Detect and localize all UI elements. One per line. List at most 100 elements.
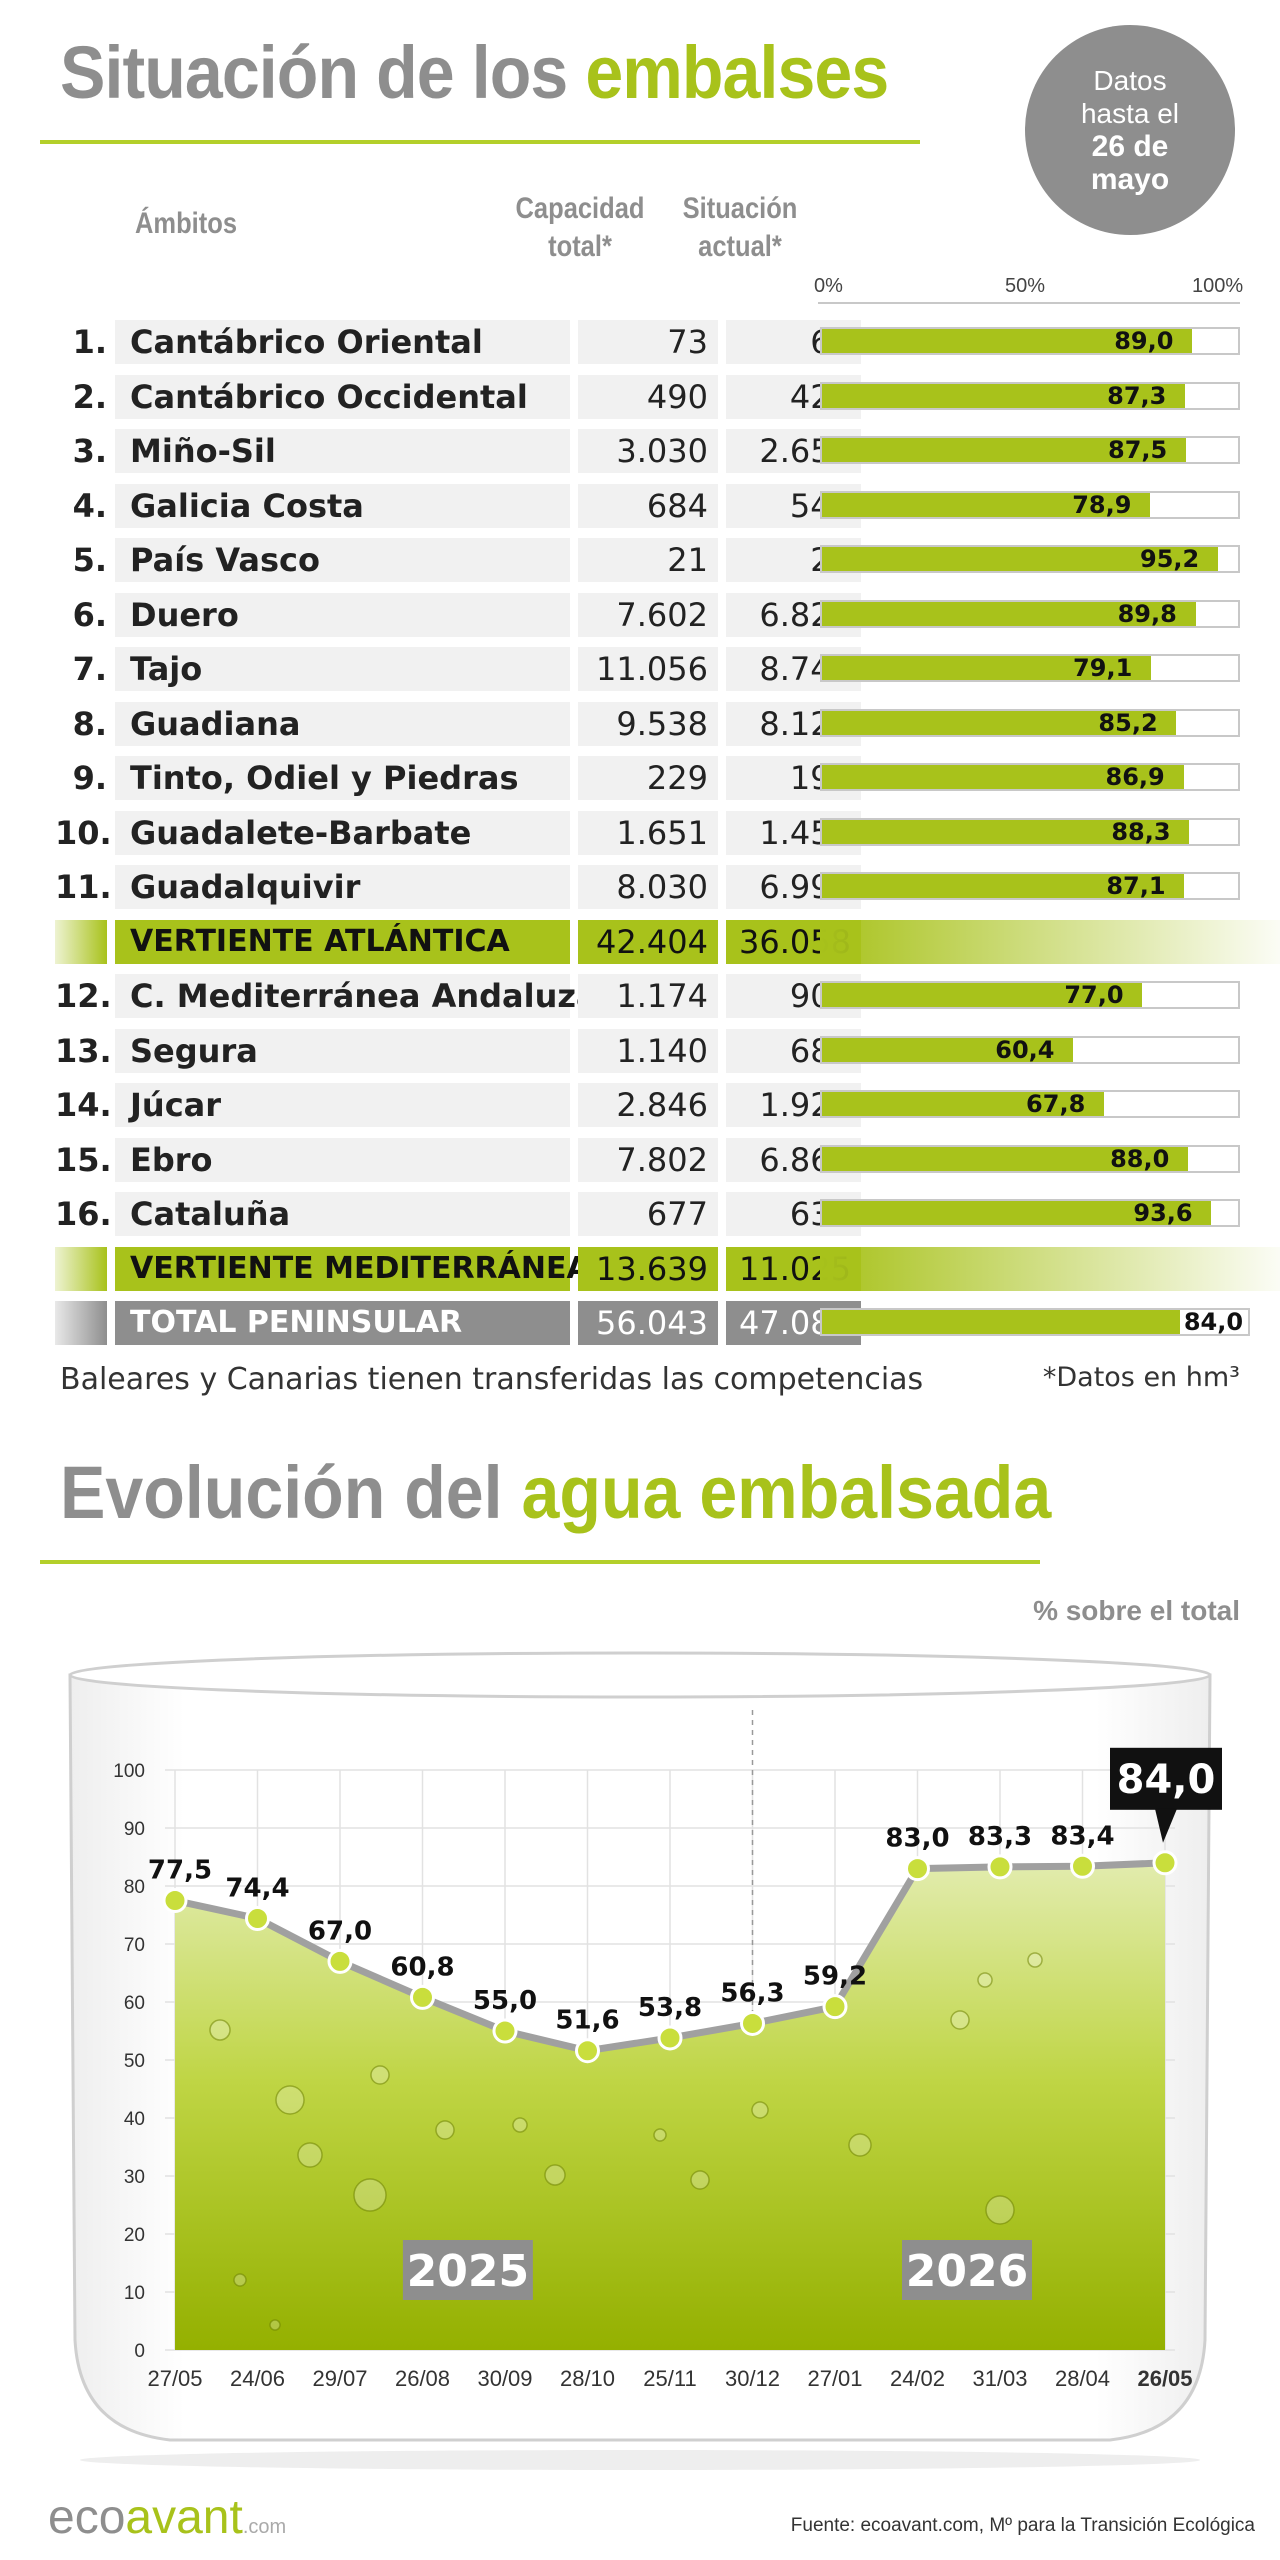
pct-bar: 93,6 [820,1199,1240,1227]
data-label: 83,4 [1050,1821,1114,1851]
row-name: Duero [115,592,570,637]
row-capacidad: 9.538 [578,701,718,746]
data-label: 60,8 [390,1952,454,1982]
highlight-callout-box [1110,1747,1222,1810]
pct-bar-fill [822,329,1193,353]
data-point [987,1854,1013,1880]
bubble [950,2010,970,2030]
row-number: 6. [72,595,107,634]
pct-bar-label: 85,2 [1098,708,1158,737]
data-point [1152,1850,1178,1876]
pct-bar: 86,9 [820,763,1240,791]
pct-bar-fill [822,710,1177,735]
data-point [575,2038,600,2064]
bubble [751,2101,769,2119]
row-name: Guadalquivir [115,865,570,909]
data-point [162,1888,188,1913]
year-label-box [902,2240,1032,2300]
unit-label: % sobre el total [1033,1595,1240,1626]
data-label: 53,8 [638,1993,702,2023]
year-label: 2025 [407,2246,529,2297]
title-part2: embalses [585,31,889,114]
row-name: Galicia Costa [115,483,570,528]
table-row: 16.Cataluña67763493,6 [55,1192,1255,1236]
x-tick-label: 31/03 [972,2366,1027,2391]
y-tick-label: 70 [124,1935,145,1956]
table-row: 5.País Vasco212095,2 [55,538,1255,582]
data-label: 83,3 [968,1822,1032,1852]
pct-bar-fill [822,874,1185,898]
row-number: 2. [72,377,107,416]
row-capacidad: 42.404 [578,919,718,964]
table-row: 11. Guadalquivir 8.030 6.997 87,1 [55,865,1255,909]
pct-bar-label: 87,3 [1107,381,1167,410]
pct-bar-label: 87,1 [1106,872,1166,900]
row-capacidad: 677 [578,1192,718,1236]
glass-rim [68,1651,1212,1699]
table-row: 7. Tajo 11.056 8.749 79,1 [55,647,1255,691]
row-name: Cantábrico Oriental [115,320,570,364]
pct-bar: 87,1 [820,872,1240,900]
y-tick-label: 40 [124,2109,145,2130]
badge-line2: hasta el [1080,98,1180,129]
row-name: País Vasco [115,538,570,582]
row-number: 11. [55,868,112,906]
y-tick-label: 60 [124,1993,145,2014]
row-name: C. Mediterránea Andaluza [115,974,598,1018]
bubble [435,2120,455,2140]
row-number: 12. [55,977,112,1015]
data-label: 55,0 [473,1986,537,2016]
x-tick-label: 26/05 [1137,2366,1192,2391]
table-row: 3. Miño-Sil 3.030 2.652 87,5 [55,429,1255,473]
bubble [233,2273,247,2287]
data-point [740,2010,765,2036]
x-tick-label: 27/01 [807,2366,862,2391]
table-total-row: TOTAL PENINSULAR 56.043 47.083 84,0 [55,1301,1255,1345]
bubble [653,2128,667,2142]
bubble [512,2117,528,2133]
table-subtotal-row: VERTIENTE MEDITERRÁNEA 13.639 11.025 [55,1246,1280,1291]
pct-bar-fill [822,656,1152,680]
row-capacidad: 3.030 [578,429,718,473]
data-point [410,1984,435,2010]
row-number: 7. [72,650,107,688]
x-tick-label: 30/09 [477,2366,532,2391]
pct-bar-fill [822,383,1186,408]
year-label-box [402,2240,533,2300]
row-name: Ebro [115,1137,570,1182]
row-number: 1. [72,323,107,361]
highlight-callout-pointer [1155,1808,1177,1843]
badge-line1: Datos [1093,65,1167,96]
pct-bar: 88,0 [820,1144,1240,1173]
table-row: 2.Cantábrico Occidental49042887,3 [55,374,1255,419]
pct-bar-fill [822,819,1190,844]
row-name: TOTAL PENINSULAR [115,1301,570,1345]
pct-bar-fill [822,983,1143,1007]
data-point [327,1948,353,1974]
bubble [1027,1952,1043,1968]
y-tick-label: 10 [124,2283,145,2304]
row-number: 13. [55,1031,112,1070]
row-number: 15. [55,1140,112,1179]
row-name: Cataluña [115,1192,570,1236]
scale-50-label: 50% [1005,275,1046,297]
data-label: 56,3 [720,1978,784,2008]
pct-bar-label: 87,5 [1108,436,1168,464]
pct-bar: 89,0 [820,327,1240,355]
row-number: 14. [55,1086,112,1124]
row-capacidad: 21 [578,538,718,582]
row-number: 10. [55,813,112,852]
pct-bar: 87,5 [820,436,1240,464]
row-number [55,1246,107,1291]
logo-part2: avant [125,2491,243,2544]
data-point [657,2025,683,2051]
row-capacidad: 1.174 [578,974,718,1018]
row-name: Cantábrico Occidental [115,374,570,419]
y-tick-label: 80 [124,1877,145,1898]
bubble [353,2178,387,2212]
row-number: 8. [72,704,107,743]
data-point [822,1994,848,2020]
bubble [977,1972,993,1988]
pct-bar: 95,2 [820,545,1240,573]
